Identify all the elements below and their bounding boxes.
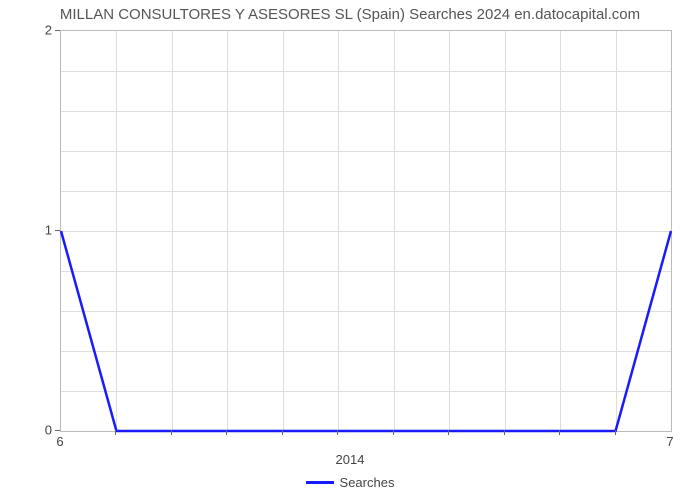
xtick-minor <box>504 430 505 435</box>
series-line <box>61 31 671 431</box>
xtick-minor <box>115 430 116 435</box>
xtick-minor <box>337 430 338 435</box>
ytick-label-2: 2 <box>12 23 52 38</box>
xtick-minor <box>282 430 283 435</box>
chart-title: MILLAN CONSULTORES Y ASESORES SL (Spain)… <box>0 6 700 23</box>
xtick-minor <box>226 430 227 435</box>
xtick-label-right: 7 <box>666 434 673 449</box>
xtick-minor <box>615 430 616 435</box>
xtick-label-left: 6 <box>56 434 63 449</box>
xtick-minor <box>559 430 560 435</box>
xtick-minor <box>171 430 172 435</box>
ytick-label-1: 1 <box>12 223 52 238</box>
xaxis-label: 2014 <box>0 452 700 467</box>
chart-container: MILLAN CONSULTORES Y ASESORES SL (Spain)… <box>0 0 700 500</box>
xtick-minor <box>448 430 449 435</box>
xtick-minor <box>393 430 394 435</box>
plot-area <box>60 30 672 432</box>
legend: Searches <box>0 474 700 490</box>
ytick-label-0: 0 <box>12 423 52 438</box>
legend-swatch <box>306 481 334 484</box>
legend-label: Searches <box>340 475 395 490</box>
